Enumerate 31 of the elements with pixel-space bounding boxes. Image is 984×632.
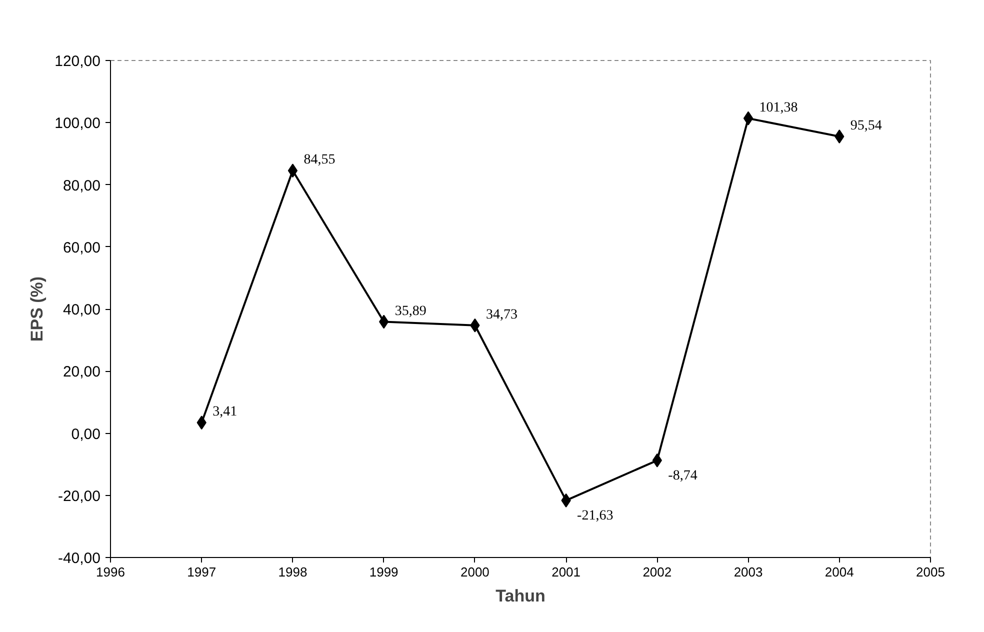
x-tick-label: 2001 — [552, 564, 581, 580]
data-label: 3,41 — [212, 404, 238, 420]
data-label: -21,63 — [577, 508, 614, 524]
data-label: -8,74 — [668, 468, 698, 484]
x-tick-label: 2004 — [824, 564, 854, 580]
x-tick-label: 2003 — [734, 564, 763, 580]
data-label: 34,73 — [486, 307, 518, 322]
x-axis-title: Tahun — [496, 586, 546, 606]
data-label: 35,89 — [394, 304, 426, 319]
y-tick-label: -40,00 — [58, 550, 101, 567]
point — [288, 164, 298, 178]
data-label: 84,55 — [304, 152, 336, 168]
x-tick-label: 2002 — [642, 564, 672, 580]
data-label: 101,38 — [759, 100, 798, 116]
y-tick-label: 80,00 — [62, 177, 101, 194]
point — [743, 111, 754, 126]
x-tick-label: 2005 — [916, 564, 945, 580]
y-tick-label: 60,00 — [62, 239, 101, 256]
y-tick-label: -20,00 — [58, 488, 101, 505]
y-tick-label: 20,00 — [62, 364, 101, 381]
data-label: 95,54 — [850, 118, 882, 134]
x-tick-label: 1996 — [96, 564, 125, 580]
y-tick-label: 120,00 — [54, 53, 101, 70]
y-tick-label: 100,00 — [54, 115, 101, 132]
x-tick-label: 1997 — [187, 564, 216, 580]
x-tick-label: 1999 — [369, 564, 398, 580]
y-axis-title: EPS (%) — [28, 276, 46, 342]
y-tick-label: 0,00 — [71, 426, 101, 443]
y-tick-label: 40,00 — [62, 302, 101, 318]
x-tick-label: 1998 — [278, 564, 308, 580]
x-tick-label: 2000 — [460, 564, 490, 580]
